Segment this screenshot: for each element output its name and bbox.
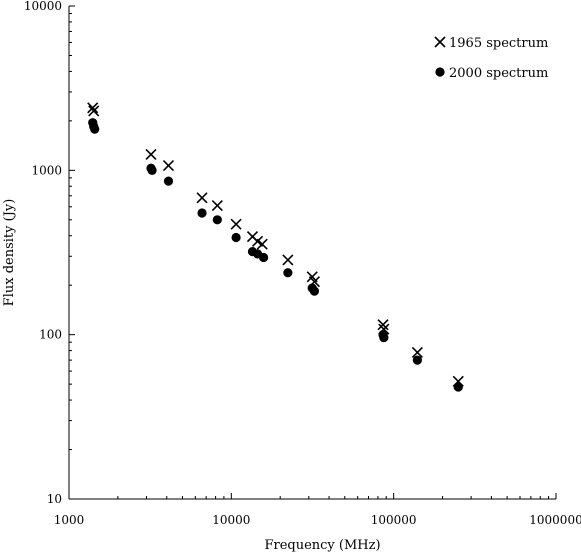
dot-point <box>197 208 207 218</box>
cross-point <box>256 238 268 250</box>
legend-label: 1965 spectrum <box>449 36 548 51</box>
axes <box>68 6 556 500</box>
dot-point <box>453 382 463 392</box>
dot-point <box>309 286 320 296</box>
cross-point <box>88 105 100 117</box>
data-marks <box>87 102 464 392</box>
dot-point <box>163 176 174 186</box>
y-tick-label: 100 <box>39 328 62 342</box>
cross-point <box>211 200 223 212</box>
series-2 <box>88 118 463 392</box>
cross-point <box>145 148 157 160</box>
cross-point <box>196 192 208 204</box>
dot-point <box>90 124 100 134</box>
legend: 1965 spectrum 2000 spectrum <box>434 36 548 81</box>
legend-item: 1965 spectrum <box>434 36 548 51</box>
cross-point <box>230 218 242 230</box>
cross-point <box>87 102 99 114</box>
dot-point <box>147 165 157 175</box>
cross-point <box>162 159 175 172</box>
cross-point <box>411 346 423 358</box>
x-tick-label: 100000 <box>371 513 417 527</box>
x-axis-title: Frequency (MHz) <box>264 538 380 553</box>
legend-dot-marker <box>435 67 445 77</box>
legend-cross-marker <box>434 36 446 48</box>
x-tick-label: 1000000 <box>529 513 581 527</box>
y-tick-label: 1000 <box>31 163 62 177</box>
dot-point <box>412 355 422 365</box>
dot-point <box>212 215 222 225</box>
dot-point <box>283 268 293 278</box>
dot-point <box>258 252 269 263</box>
x-tick-label: 10000 <box>212 513 250 527</box>
legend-item: 2000 spectrum <box>435 66 548 81</box>
y-tick-label: 10 <box>47 492 62 506</box>
y-tick-label: 10000 <box>24 0 62 13</box>
dot-point <box>231 232 241 243</box>
dot-point <box>379 332 389 343</box>
ticks: 1000 10000 100000 1000000 10 100 1000 10000 <box>24 0 581 527</box>
y-axis-title: Flux density (Jy) <box>2 199 17 307</box>
series-1 <box>87 102 464 387</box>
legend-label: 2000 spectrum <box>449 66 548 81</box>
x-tick-label: 1000 <box>54 513 85 527</box>
cross-point <box>282 254 294 266</box>
cross-point <box>377 319 389 331</box>
